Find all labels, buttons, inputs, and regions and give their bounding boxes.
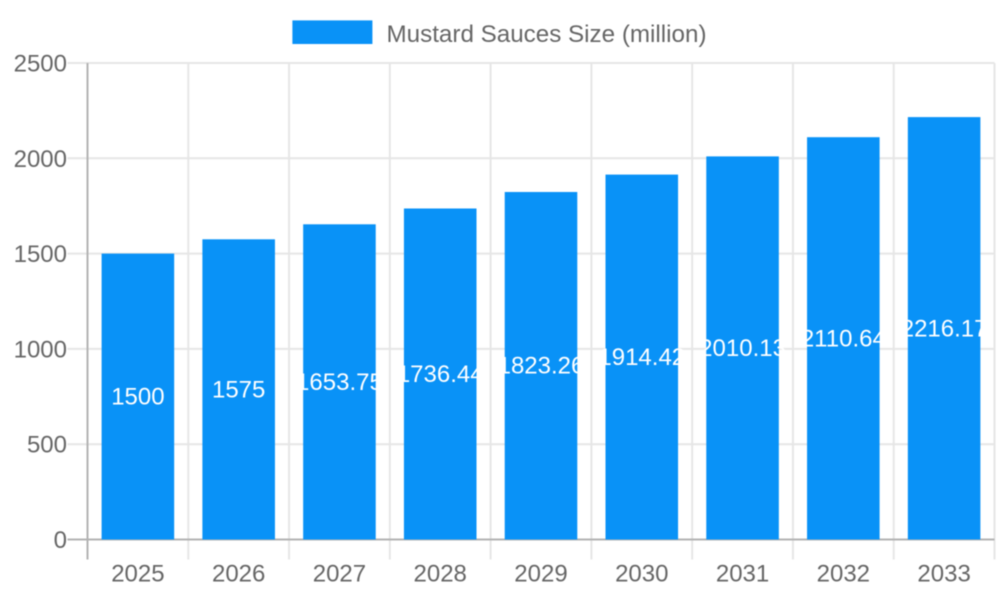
svg-text:500: 500 (27, 432, 67, 459)
svg-text:2032: 2032 (817, 561, 870, 588)
svg-text:1500: 1500 (14, 241, 67, 268)
svg-text:1000: 1000 (14, 336, 67, 363)
svg-text:2110.64: 2110.64 (801, 325, 886, 352)
svg-text:2500: 2500 (14, 51, 67, 78)
svg-text:2000: 2000 (14, 146, 67, 173)
svg-text:2010.13: 2010.13 (699, 335, 786, 362)
svg-text:1914.42: 1914.42 (598, 344, 685, 371)
svg-text:1736.44: 1736.44 (397, 361, 484, 388)
svg-text:0: 0 (54, 527, 67, 554)
svg-text:Mustard Sauces Size (million): Mustard Sauces Size (million) (387, 21, 707, 48)
svg-text:1575: 1575 (212, 376, 265, 403)
svg-text:2028: 2028 (414, 561, 467, 588)
svg-text:2216.17: 2216.17 (901, 315, 988, 342)
svg-text:2027: 2027 (313, 561, 366, 588)
svg-text:1823.26: 1823.26 (498, 353, 585, 380)
svg-text:1653.75: 1653.75 (296, 369, 383, 396)
svg-text:2026: 2026 (212, 561, 265, 588)
svg-text:2029: 2029 (514, 561, 567, 588)
svg-text:2030: 2030 (615, 561, 668, 588)
svg-text:2025: 2025 (111, 561, 164, 588)
svg-text:1500: 1500 (111, 384, 164, 411)
svg-text:2031: 2031 (716, 561, 769, 588)
svg-text:2033: 2033 (917, 561, 970, 588)
